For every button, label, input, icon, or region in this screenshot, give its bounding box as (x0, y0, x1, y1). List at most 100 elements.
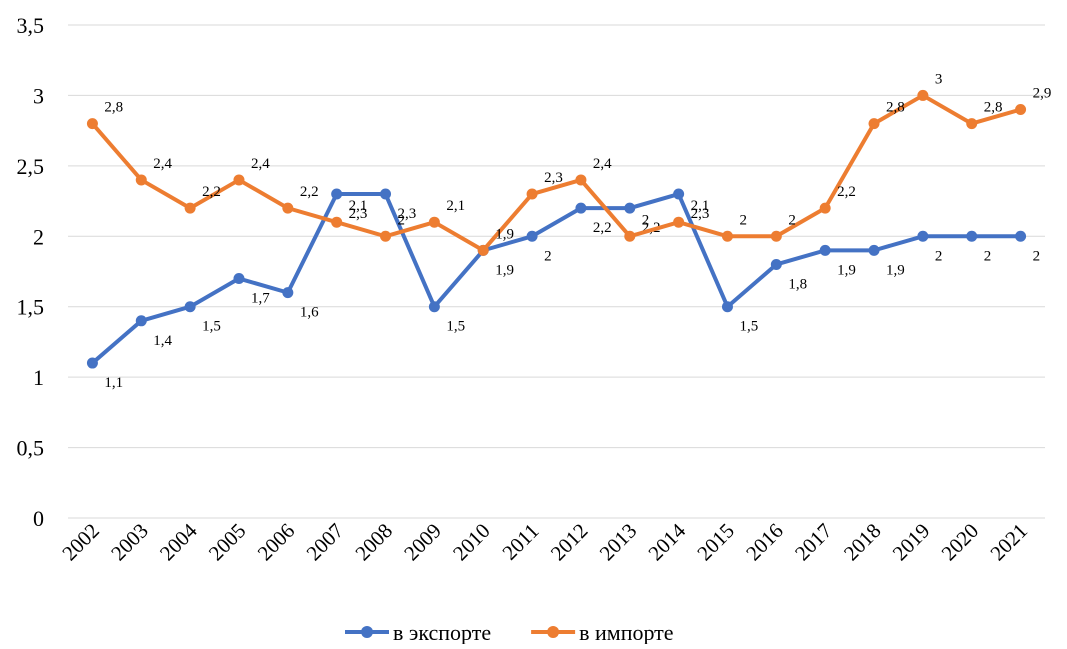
data-label: 2,3 (398, 206, 417, 222)
x-tick-label: 2005 (204, 519, 251, 566)
data-point (868, 118, 880, 130)
data-point (477, 244, 489, 256)
data-label: 2,1 (446, 198, 465, 214)
x-tick-label: 2009 (399, 519, 446, 566)
x-tick-label: 2015 (692, 519, 739, 566)
x-tick-label: 2014 (643, 518, 690, 565)
data-label: 2 (544, 248, 552, 264)
x-tick-label: 2016 (741, 519, 788, 566)
x-tick-label: 2012 (546, 519, 593, 566)
data-point (331, 188, 343, 200)
data-point (331, 216, 343, 228)
x-tick-label: 2019 (888, 519, 935, 566)
x-tick-label: 2018 (839, 519, 886, 566)
data-label: 2,2 (202, 184, 221, 200)
data-point (184, 202, 196, 214)
data-point (282, 202, 294, 214)
x-tick-label: 2003 (106, 519, 153, 566)
data-label: 1,6 (300, 305, 319, 321)
data-point (1015, 230, 1027, 242)
data-label: 2,3 (349, 206, 368, 222)
data-label: 1,9 (495, 226, 514, 242)
y-tick-label: 3,5 (17, 13, 45, 38)
data-label: 2,3 (691, 206, 710, 222)
data-label: 1,5 (446, 319, 465, 335)
data-point (526, 188, 538, 200)
data-point (380, 188, 392, 200)
y-tick-label: 3 (33, 83, 44, 108)
data-label: 2,2 (593, 220, 612, 236)
x-tick-label: 2006 (253, 519, 300, 566)
data-point (233, 174, 245, 186)
data-label: 2,4 (593, 156, 612, 172)
data-point (86, 357, 98, 369)
data-label: 2,4 (251, 156, 270, 172)
y-tick-label: 0 (33, 506, 44, 531)
x-tick-label: 2008 (350, 519, 397, 566)
data-label: 2,8 (984, 100, 1003, 116)
data-label: 2,3 (544, 170, 563, 186)
legend-label: в импорте (579, 620, 673, 644)
data-point (428, 216, 440, 228)
data-label: 2,9 (1033, 86, 1052, 102)
x-tick-label: 2004 (155, 518, 202, 565)
data-point (819, 202, 831, 214)
data-label: 2 (1033, 248, 1041, 264)
data-point (282, 287, 294, 299)
x-tick-label: 2007 (302, 519, 349, 566)
legend-item: в экспорте (345, 620, 491, 645)
data-label: 2,8 (886, 100, 905, 116)
data-label: 1,9 (495, 262, 514, 278)
data-label: 3 (935, 71, 943, 87)
data-point (380, 230, 392, 242)
data-point (233, 273, 245, 285)
data-point (184, 301, 196, 313)
data-point (673, 216, 685, 228)
series-line (91, 192, 1021, 365)
data-label: 1,5 (202, 319, 221, 335)
data-label: 2,4 (153, 156, 172, 172)
data-label: 2 (398, 212, 406, 228)
data-point (428, 301, 440, 313)
x-tick-label: 2010 (448, 519, 495, 566)
legend-item: в импорте (531, 620, 674, 645)
data-point (86, 118, 98, 130)
data-point (721, 230, 733, 242)
data-point (135, 315, 147, 327)
data-point (1015, 104, 1027, 116)
y-tick-label: 2,5 (17, 154, 45, 179)
y-tick-label: 1,5 (17, 295, 45, 320)
data-point (624, 202, 636, 214)
data-label: 2,2 (837, 184, 856, 200)
data-label: 2 (788, 212, 796, 228)
y-tick-label: 2 (33, 224, 44, 249)
legend-marker (361, 626, 373, 638)
y-tick-label: 1 (33, 365, 44, 390)
data-point (868, 244, 880, 256)
legend-label: в экспорте (393, 620, 491, 644)
data-label: 2,1 (349, 198, 368, 214)
legend-marker (547, 626, 560, 638)
x-tick-label: 2020 (937, 519, 984, 566)
data-point (917, 89, 929, 101)
x-tick-label: 2013 (595, 519, 642, 566)
data-point (966, 230, 978, 242)
data-label: 2,8 (104, 100, 123, 116)
data-point (673, 188, 685, 200)
data-label: 1,1 (104, 375, 123, 391)
data-point (770, 258, 782, 270)
data-label: 2,1 (691, 198, 710, 214)
y-tick-label: 0,5 (17, 436, 45, 461)
data-label: 2 (984, 248, 992, 264)
x-tick-label: 2021 (985, 519, 1032, 566)
data-label: 1,9 (837, 262, 856, 278)
data-label: 1,5 (739, 319, 758, 335)
data-label: 2 (739, 212, 747, 228)
data-point (966, 118, 978, 130)
data-label: 1,8 (788, 276, 807, 292)
data-point (575, 202, 587, 214)
data-label: 2 (935, 248, 943, 264)
data-label: 1,4 (153, 333, 172, 349)
